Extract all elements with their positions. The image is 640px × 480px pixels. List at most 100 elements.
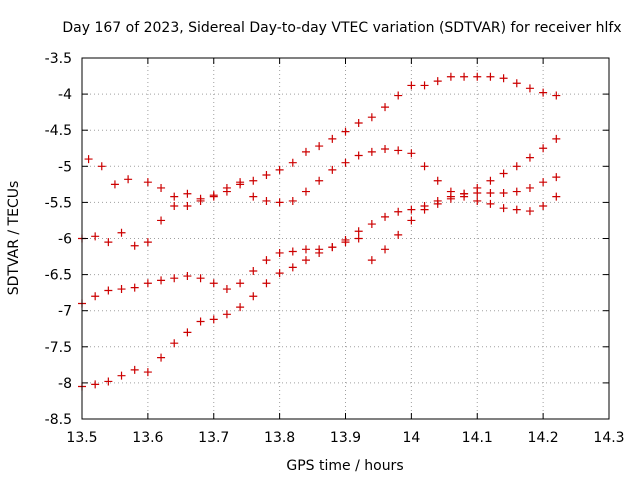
data-point bbox=[196, 274, 205, 283]
data-point bbox=[473, 72, 482, 81]
data-point bbox=[157, 276, 166, 285]
data-point bbox=[275, 198, 284, 207]
data-point bbox=[539, 202, 548, 211]
x-axis-label: GPS time / hours bbox=[286, 458, 403, 474]
data-point bbox=[394, 207, 403, 216]
data-point bbox=[183, 189, 192, 198]
x-tick-label: 13.5 bbox=[66, 430, 97, 446]
data-point bbox=[196, 194, 205, 203]
y-tick-label: -4.5 bbox=[45, 123, 72, 139]
y-tick-label: -7 bbox=[58, 304, 72, 320]
data-point bbox=[91, 292, 100, 301]
series-satellite-c bbox=[78, 173, 561, 308]
data-point bbox=[236, 180, 245, 189]
data-point bbox=[341, 127, 350, 136]
data-point bbox=[407, 216, 416, 225]
data-point bbox=[209, 315, 218, 324]
data-point bbox=[84, 155, 93, 164]
y-tick-label: -8 bbox=[58, 376, 72, 392]
y-axis-ticks: -3.5 -4 -4.5 -5 -5.5 -6 -6.5 -7 -7.5 -8 -8.5 bbox=[45, 51, 609, 428]
data-point bbox=[249, 176, 258, 185]
data-point bbox=[130, 241, 139, 250]
data-point bbox=[170, 339, 179, 348]
data-point bbox=[104, 286, 113, 295]
data-point bbox=[183, 328, 192, 337]
data-point bbox=[130, 365, 139, 374]
data-point bbox=[315, 176, 324, 185]
x-tick-label: 13.6 bbox=[132, 430, 163, 446]
data-point bbox=[512, 162, 521, 171]
data-point bbox=[91, 380, 100, 389]
data-point bbox=[104, 377, 113, 386]
data-point bbox=[354, 118, 363, 127]
data-point bbox=[341, 158, 350, 167]
data-point bbox=[196, 317, 205, 326]
data-point bbox=[354, 227, 363, 236]
data-point bbox=[157, 216, 166, 225]
data-point bbox=[539, 144, 548, 153]
gridlines bbox=[82, 58, 609, 419]
data-point bbox=[381, 245, 390, 254]
data-point bbox=[433, 77, 442, 86]
x-axis-ticks: 13.5 13.6 13.7 13.8 13.9 14 14.1 14.2 14.3 bbox=[66, 58, 625, 446]
data-point bbox=[301, 245, 310, 254]
data-point bbox=[460, 189, 469, 198]
data-point bbox=[315, 248, 324, 257]
data-point bbox=[262, 170, 271, 179]
data-point bbox=[117, 228, 126, 237]
data-point bbox=[552, 192, 561, 201]
data-point bbox=[486, 189, 495, 198]
data-point bbox=[104, 238, 113, 247]
data-point bbox=[407, 205, 416, 214]
data-point bbox=[288, 247, 297, 256]
data-point bbox=[433, 176, 442, 185]
data-point bbox=[525, 183, 534, 192]
data-point bbox=[446, 72, 455, 81]
x-tick-label: 14.2 bbox=[528, 430, 559, 446]
data-point bbox=[288, 263, 297, 272]
data-point bbox=[552, 173, 561, 182]
data-points bbox=[78, 72, 561, 391]
data-point bbox=[328, 165, 337, 174]
data-point bbox=[512, 187, 521, 196]
data-point bbox=[288, 158, 297, 167]
data-point bbox=[249, 192, 258, 201]
data-point bbox=[381, 212, 390, 221]
data-point bbox=[433, 199, 442, 208]
data-point bbox=[420, 205, 429, 214]
data-point bbox=[446, 194, 455, 203]
data-point bbox=[170, 192, 179, 201]
data-point bbox=[381, 144, 390, 153]
x-tick-label: 14 bbox=[402, 430, 420, 446]
data-point bbox=[420, 162, 429, 171]
x-tick-label: 14.3 bbox=[593, 430, 624, 446]
data-point bbox=[512, 205, 521, 214]
data-point bbox=[407, 81, 416, 90]
data-point bbox=[143, 279, 152, 288]
data-point bbox=[407, 149, 416, 158]
data-point bbox=[367, 256, 376, 265]
data-point bbox=[315, 142, 324, 151]
y-tick-label: -4 bbox=[58, 87, 72, 103]
y-tick-label: -3.5 bbox=[45, 51, 72, 67]
data-point bbox=[262, 279, 271, 288]
data-point bbox=[262, 196, 271, 205]
data-point bbox=[124, 175, 133, 184]
data-point bbox=[486, 199, 495, 208]
data-point bbox=[473, 196, 482, 205]
x-tick-label: 13.7 bbox=[198, 430, 229, 446]
series-satellite-b bbox=[78, 144, 561, 250]
data-point bbox=[183, 202, 192, 211]
data-point bbox=[183, 272, 192, 281]
series-satellite-d bbox=[78, 134, 561, 391]
data-point bbox=[110, 180, 119, 189]
data-point bbox=[262, 256, 271, 265]
data-point bbox=[525, 153, 534, 162]
data-point bbox=[249, 292, 258, 301]
data-point bbox=[512, 79, 521, 88]
data-point bbox=[341, 238, 350, 247]
data-point bbox=[222, 183, 231, 192]
data-point bbox=[394, 91, 403, 100]
data-point bbox=[222, 310, 231, 319]
data-point bbox=[97, 162, 106, 171]
